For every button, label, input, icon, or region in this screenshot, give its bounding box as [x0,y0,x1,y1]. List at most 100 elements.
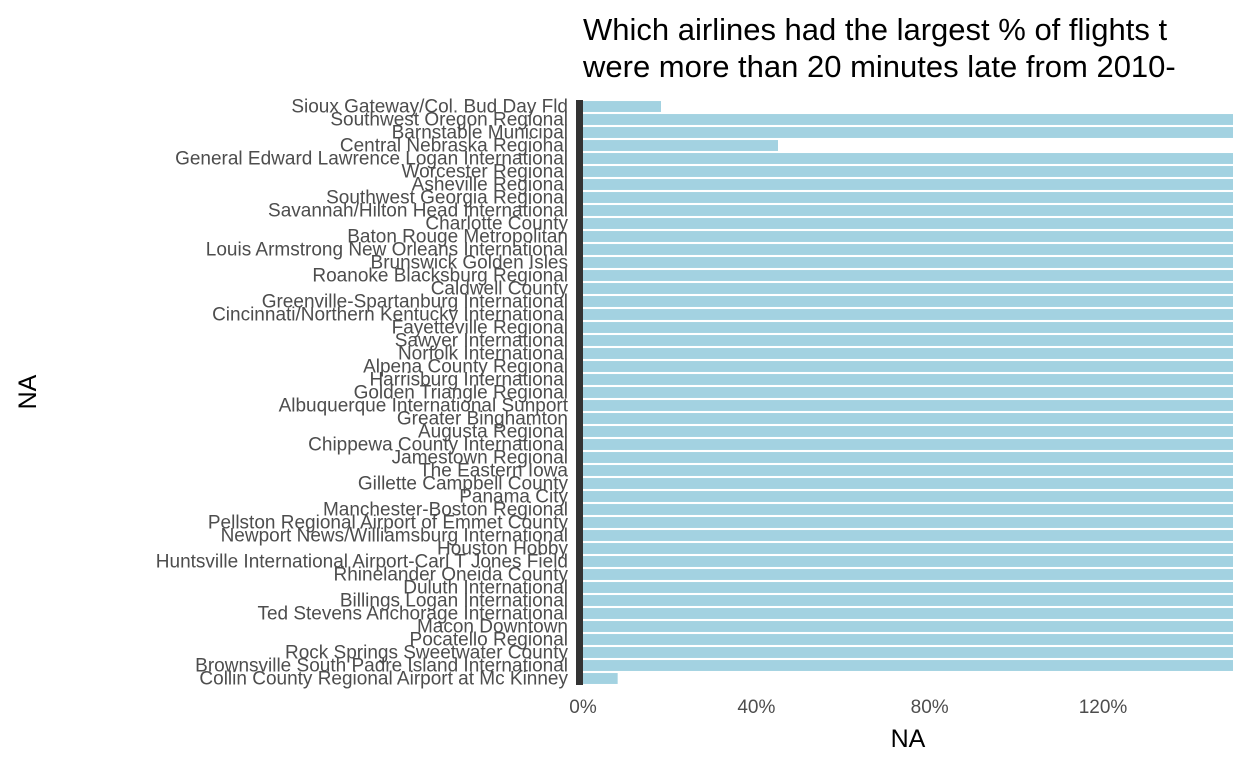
bar [583,166,1233,177]
bar [583,543,1233,554]
y-tick-label: Panama City [459,487,568,508]
y-tick-label: Fayetteville Regional [392,318,568,339]
x-tick-label: 0% [569,697,597,718]
y-tick-label: Louis Armstrong New Orleans Internationa… [206,240,568,261]
bar [583,374,1233,385]
y-tick-label: Pellston Regional Airport of Emmet Count… [208,513,569,534]
y-tick-label: Collin County Regional Airport at Mc Kin… [199,669,568,690]
bar [583,582,1233,593]
bar [583,335,1233,346]
bar [583,478,1233,489]
bar [583,179,1233,190]
y-tick-label: Southwest Georgia Regional [326,188,568,209]
y-tick-label: Brownsville South Padre Island Internati… [195,656,568,677]
bar [583,439,1233,450]
bar [583,465,1233,476]
bar [583,361,1233,372]
chart-title-line-1: Which airlines had the largest % of flig… [583,12,1167,47]
x-tick-label: 40% [737,697,775,718]
y-tick-label: Rock Springs Sweetwater County [285,643,569,664]
y-tick-label: Huntsville International Airport-Carl T … [156,552,568,573]
bar [583,387,1233,398]
y-tick-label: Roanoke Blacksburg Regional [312,266,568,287]
y-tick-label: Gillette Campbell County [358,474,569,495]
bar [583,309,1233,320]
bar [583,140,778,151]
y-tick-label: Albuquerque International Sunport [279,396,569,417]
bar [583,413,1233,424]
y-tick-label: Norfolk International [398,344,568,365]
y-tick-label: Cincinnati/Northern Kentucky Internation… [212,305,568,326]
bar [583,426,1233,437]
bar [583,491,1233,502]
bar [583,660,1233,671]
y-axis-line [576,100,583,685]
y-tick-label: Savannah/Hilton Head International [268,201,568,222]
y-tick-label: Sawyer International [395,331,568,352]
bar [583,153,1233,164]
bar [583,608,1233,619]
bar [583,556,1233,567]
y-tick-label: Chippewa County International [308,435,568,456]
bar [583,647,1233,658]
bar [583,101,661,112]
bar [583,348,1233,359]
bar [583,270,1233,281]
y-tick-label: Houston Hobby [437,539,568,560]
bar [583,127,1233,138]
x-tick-label: 120% [1079,697,1128,718]
y-tick-label: Alpena County Regional [363,357,568,378]
bar [583,218,1233,229]
bar [583,322,1233,333]
y-tick-labels: Sioux Gateway/Col. Bud Day FldSouthwest … [156,97,569,690]
y-axis-title: NA [14,374,42,409]
x-tick-labels: 0% 40% 80% 120% [569,697,1127,718]
bar [583,114,1233,125]
y-tick-label: Ted Stevens Anchorage International [257,604,568,625]
x-axis-title: NA [891,725,926,753]
y-tick-label: Asheville Regional [412,175,568,196]
y-tick-label: Duluth International [403,578,568,599]
y-tick-label: Baton Rouge Metropolitan [347,227,568,248]
y-tick-label: Augusta Regional [418,422,568,443]
bar [583,621,1233,632]
bar [583,595,1233,606]
y-tick-label: Sioux Gateway/Col. Bud Day Fld [291,97,568,118]
bar [583,569,1233,580]
y-tick-label: Worcester Regional [401,162,568,183]
y-tick-label: Billings Logan International [340,591,568,612]
y-tick-label: General Edward Lawrence Logan Internatio… [175,149,568,170]
y-tick-label: Barnstable Municipal [392,123,568,144]
y-tick-label: Golden Triangle Regional [354,383,568,404]
y-tick-label: Southwest Oregon Regional [330,110,568,131]
y-tick-label: Greater Binghamton [397,409,568,430]
bar [583,530,1233,541]
bar [583,400,1233,411]
y-tick-label: Central Nebraska Regional [340,136,568,157]
bar [583,244,1233,255]
bar [583,452,1233,463]
y-tick-label: Harrisburg International [369,370,568,391]
bar [583,296,1233,307]
bar [583,283,1233,294]
y-tick-label: The Eastern Iowa [419,461,568,482]
y-tick-label: Manchester-Boston Regional [323,500,568,521]
x-tick-label: 80% [911,697,949,718]
bars [583,101,1233,684]
y-tick-label: Rhinelander Oneida County [334,565,569,586]
y-tick-label: Caldwell County [431,279,569,300]
y-tick-label: Greenville-Spartanburg International [262,292,568,313]
bar [583,504,1233,515]
bar [583,673,618,684]
y-tick-label: Brunswick Golden Isles [371,253,568,274]
bar [583,231,1233,242]
bar [583,205,1233,216]
y-tick-label: Macon Downtown [417,617,568,638]
bar [583,517,1233,528]
bar [583,192,1233,203]
chart-title-line-2: were more than 20 minutes late from 2010… [582,49,1176,84]
y-tick-label: Pocatello Regional [410,630,568,651]
y-tick-label: Jamestown Regional [392,448,568,469]
bar [583,634,1233,645]
